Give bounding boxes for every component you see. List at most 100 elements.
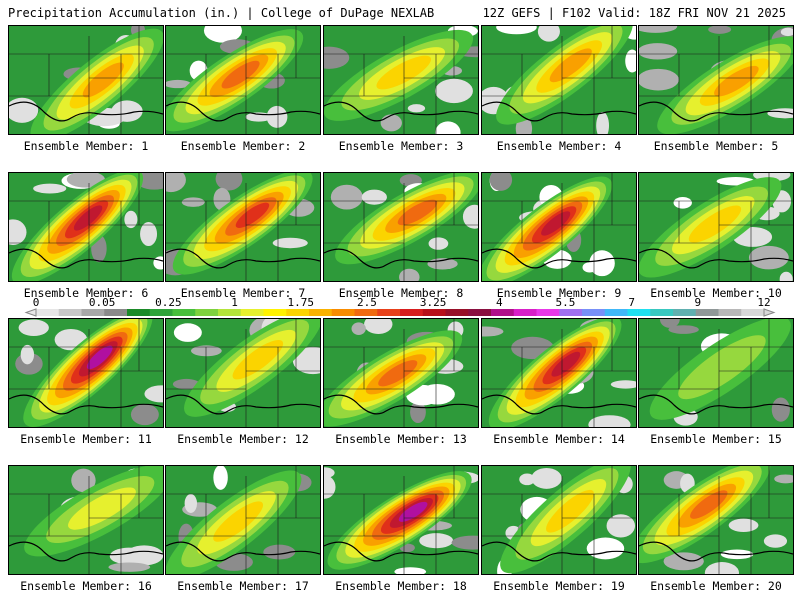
precip-map <box>9 173 163 281</box>
dry-patch <box>748 245 789 270</box>
colorbar-swatch <box>354 309 378 316</box>
dry-patch <box>435 121 461 134</box>
precip-map <box>482 319 636 427</box>
coastline <box>324 541 478 562</box>
dry-patch <box>519 473 535 486</box>
dry-patch <box>266 105 288 128</box>
dry-patch <box>428 237 449 250</box>
precip-map <box>324 319 478 427</box>
colorbar-tick-label: 2.5 <box>356 296 377 309</box>
colorbar-swatch <box>36 309 60 316</box>
precip-map <box>166 466 320 574</box>
ensemble-panel-19 <box>481 465 637 575</box>
ensemble-member-label: Ensemble Member: 15 <box>650 432 782 446</box>
precip-band <box>166 29 304 132</box>
colorbar-swatch <box>104 309 128 316</box>
precip-band <box>639 466 771 564</box>
precip-band <box>166 470 302 574</box>
ensemble-member-label: Ensemble Member: 5 <box>653 139 779 153</box>
precip-map <box>639 319 793 427</box>
dry-patch <box>763 534 788 548</box>
coastline <box>482 541 636 562</box>
ensemble-member-label: Ensemble Member: 3 <box>338 139 464 153</box>
dry-patch <box>774 474 793 484</box>
dry-patch <box>482 326 504 337</box>
precip-band <box>496 26 633 125</box>
dry-patch <box>215 173 243 191</box>
precip-band <box>327 471 472 570</box>
precip-contour <box>678 335 766 400</box>
precip-map <box>324 173 478 281</box>
ensemble-panel-14 <box>481 318 637 428</box>
ensemble-panel-16 <box>8 465 164 575</box>
dry-patch <box>125 545 163 566</box>
precip-map <box>639 173 793 281</box>
precip-contour <box>68 487 136 530</box>
precip-contour <box>688 205 742 243</box>
precip-map <box>9 466 163 574</box>
dry-patch <box>531 467 562 489</box>
colorbar-swatch <box>149 309 173 316</box>
colorbar-swatch <box>58 309 82 316</box>
ensemble-member-label: Ensemble Member: 7 <box>180 286 306 300</box>
coastline <box>166 541 320 562</box>
dry-patch <box>380 114 402 132</box>
precip-contour <box>546 489 594 533</box>
coastline <box>482 248 636 269</box>
dry-patch <box>639 68 679 91</box>
colorbar-swatch <box>718 309 742 316</box>
colorbar-swatch <box>673 309 697 316</box>
ensemble-member-label: Ensemble Member: 13 <box>335 432 467 446</box>
precip-band <box>11 173 144 281</box>
dry-patch <box>704 562 740 574</box>
dry-patch <box>537 26 560 42</box>
dry-patch <box>66 173 105 188</box>
ensemble-panel-13 <box>323 318 479 428</box>
dry-patch <box>779 271 793 281</box>
map-title: Precipitation Accumulation (in.) | Colle… <box>8 6 435 20</box>
precip-band <box>500 466 631 574</box>
colorbar-swatch <box>513 309 537 316</box>
ensemble-panel-5 <box>638 25 794 135</box>
precip-map <box>482 26 636 134</box>
colorbar-tick-label: 4 <box>495 296 503 309</box>
coastline <box>9 248 163 269</box>
precip-band <box>23 319 153 427</box>
dry-patch <box>767 108 793 119</box>
precip-band <box>324 330 463 427</box>
dry-patch <box>582 262 597 273</box>
colorbar-tick-label: 1 <box>231 296 238 309</box>
colorbar-swatch <box>559 309 583 316</box>
dry-patch <box>451 535 478 550</box>
dry-patch <box>586 537 625 560</box>
ensemble-panel-17 <box>165 465 321 575</box>
precip-band <box>30 28 163 134</box>
colorbar-swatch <box>263 309 287 316</box>
ensemble-member-label: Ensemble Member: 10 <box>650 286 782 300</box>
precip-map <box>482 173 636 281</box>
ensemble-member-label: Ensemble Member: 18 <box>335 579 467 593</box>
ensemble-panel-11 <box>8 318 164 428</box>
dry-patch <box>496 26 537 35</box>
dry-patch <box>33 183 67 194</box>
precip-contour <box>398 501 428 522</box>
precip-map <box>324 466 478 574</box>
colorbar-swatch <box>195 309 219 316</box>
colorbar-swatch <box>491 309 515 316</box>
ensemble-member-label: Ensemble Member: 11 <box>20 432 152 446</box>
coastline <box>9 394 163 415</box>
precip-band <box>184 319 320 417</box>
dry-patch <box>668 325 699 334</box>
colorbar-tick-label: 5.5 <box>555 296 576 309</box>
dry-patch <box>394 567 427 574</box>
colorbar-tick-label: 9 <box>694 296 702 309</box>
ensemble-panel-2 <box>165 25 321 135</box>
dry-patch <box>9 97 39 123</box>
dry-patch <box>324 467 335 479</box>
dry-patch <box>184 493 198 513</box>
colorbar-swatch <box>377 309 401 316</box>
dry-patch <box>9 219 27 245</box>
ensemble-member-label: Ensemble Member: 17 <box>177 579 309 593</box>
precip-map <box>9 26 163 134</box>
ensemble-member-label: Ensemble Member: 19 <box>493 579 625 593</box>
